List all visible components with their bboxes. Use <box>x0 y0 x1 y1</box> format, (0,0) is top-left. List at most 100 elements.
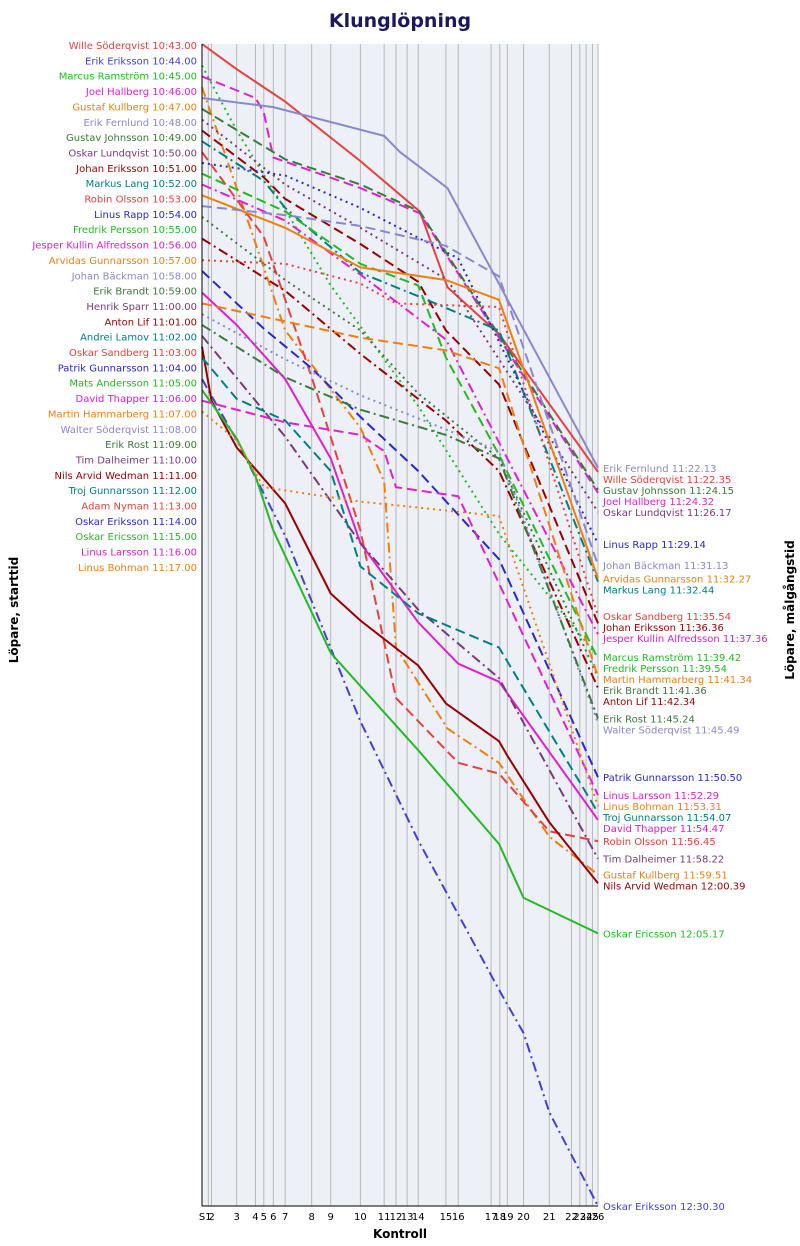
finish-label: Linus Larsson 11:52.29 <box>603 791 719 802</box>
start-label: Oskar Sandberg 11:03.00 <box>69 348 197 359</box>
finish-label: Anton Lif 11:42.34 <box>603 697 696 708</box>
start-label: Fredrik Persson 10:55.00 <box>73 225 197 236</box>
x-tick-label: 3 <box>233 1212 239 1223</box>
finish-label: Arvidas Gunnarsson 11:32.27 <box>603 575 751 586</box>
x-tick-label: 6 <box>270 1212 276 1223</box>
series-line <box>201 313 599 724</box>
series-line <box>201 410 599 807</box>
start-label: Henrik Sparr 11:00.00 <box>86 302 197 313</box>
x-tick-label: 23 <box>573 1212 586 1223</box>
finish-label: Johan Eriksson 11:36.36 <box>602 623 724 634</box>
x-tick-label: 21 <box>543 1212 556 1223</box>
x-tick-label: 16 <box>452 1212 465 1223</box>
series-line <box>201 108 599 491</box>
start-label: Johan Eriksson 10:51.00 <box>75 164 197 175</box>
finish-label: Johan Bäckman 11:31.13 <box>602 561 728 572</box>
x-tick-label: 26 <box>592 1212 605 1223</box>
finish-label: Oskar Eriksson 12:30.30 <box>603 1202 725 1213</box>
start-label: Markus Lang 10:52.00 <box>86 179 197 190</box>
series-line <box>201 324 599 719</box>
finish-label: Erik Fernlund 11:22.13 <box>603 464 717 475</box>
start-label: Wille Söderqvist 10:43.00 <box>69 41 197 52</box>
finish-label: Troj Gunnarsson 11:54.07 <box>602 813 731 824</box>
start-label: Oskar Eriksson 11:14.00 <box>75 517 197 528</box>
start-label: Erik Eriksson 10:44.00 <box>85 56 197 67</box>
x-tick-label: 1 <box>205 1212 211 1223</box>
start-label: Linus Bohman 11:17.00 <box>78 563 197 574</box>
series-line <box>201 86 599 876</box>
series-line <box>201 356 599 814</box>
start-label: Arvidas Gunnarsson 10:57.00 <box>49 256 197 267</box>
start-label: Joel Hallberg 10:46.00 <box>85 87 197 98</box>
start-label: David Thapper 11:06.00 <box>76 394 197 405</box>
series-line <box>201 183 599 635</box>
finish-label: Oskar Ericsson 12:05.17 <box>603 929 725 940</box>
start-label: Anton Lif 11:01.00 <box>104 317 197 328</box>
series-line <box>201 118 599 513</box>
series-line <box>201 129 599 624</box>
series-line <box>201 194 599 579</box>
finish-label: Joel Hallberg 11:24.32 <box>602 497 714 508</box>
x-tick-label: 11 <box>378 1212 391 1223</box>
series-line <box>201 172 599 660</box>
series-line <box>201 335 599 860</box>
finish-label: Erik Rost 11:45.24 <box>603 715 695 726</box>
x-tick-label: 20 <box>517 1212 530 1223</box>
series-line <box>201 259 599 617</box>
start-label: Jesper Kullin Alfredsson 10:56.00 <box>31 241 197 252</box>
start-label: Linus Rapp 10:54.00 <box>94 210 197 221</box>
x-tick-label: 18 <box>493 1212 506 1223</box>
series-lines <box>201 43 599 1207</box>
start-label: Walter Söderqvist 11:08.00 <box>61 425 198 436</box>
x-tick-label: 10 <box>354 1212 367 1223</box>
start-label: Gustav Johnsson 10:49.00 <box>66 133 197 144</box>
start-label: Erik Rost 11:09.00 <box>105 440 197 451</box>
plot-area <box>202 44 598 1206</box>
x-tick-label: 7 <box>282 1212 288 1223</box>
finish-label: Gustaf Kullberg 11:59.51 <box>603 871 728 882</box>
start-label: Erik Fernlund 10:48.00 <box>83 118 197 129</box>
finish-label: Linus Bohman 11:53.31 <box>603 802 722 813</box>
series-line <box>201 237 599 689</box>
y-axis-title-left: Löpare, starttid <box>7 557 21 663</box>
start-label: Martin Hammarberg 11:07.00 <box>48 409 197 420</box>
x-tick-label: S <box>199 1212 205 1223</box>
x-tick-label: 2 <box>208 1212 214 1223</box>
finish-label: Markus Lang 11:32.44 <box>603 586 714 597</box>
finish-label: Robin Olsson 11:56.45 <box>603 837 716 848</box>
series-line <box>201 97 599 469</box>
finish-label: Patrik Gunnarsson 11:50.50 <box>603 773 742 784</box>
x-tick-label: 19 <box>501 1212 514 1223</box>
finish-label: Nils Arvid Wedman 12:00.39 <box>603 882 746 893</box>
finish-label: Oskar Sandberg 11:35.54 <box>603 612 731 623</box>
series-line <box>201 389 599 935</box>
finish-label: Jesper Kullin Alfredsson 11:37.36 <box>602 634 768 645</box>
series-line <box>201 65 599 658</box>
x-tick-label: 14 <box>412 1212 425 1223</box>
x-tick-label: 22 <box>565 1212 578 1223</box>
chart-title: Klunglöpning <box>329 10 471 32</box>
start-label: Patrik Gunnarsson 11:04.00 <box>58 363 197 374</box>
series-line <box>201 205 599 566</box>
start-label: Andrei Lamov 11:02.00 <box>80 333 197 344</box>
finish-label: Linus Rapp 11:29.14 <box>603 540 706 551</box>
start-label: Marcus Ramström 10:45.00 <box>59 72 197 83</box>
x-tick-label: 13 <box>401 1212 414 1223</box>
start-label: Linus Larsson 11:16.00 <box>81 548 197 559</box>
x-tick-label: 17 <box>485 1212 498 1223</box>
start-label: Oskar Ericsson 11:15.00 <box>75 532 197 543</box>
start-label: Oskar Lundqvist 10:50.00 <box>68 148 197 159</box>
start-label: Johan Bäckman 10:58.00 <box>71 271 197 282</box>
start-label: Tim Dalheimer 11:10.00 <box>75 455 197 466</box>
x-tick-label: 8 <box>309 1212 315 1223</box>
finish-label: Tim Dalheimer 11:58.22 <box>602 855 724 866</box>
x-tick-label: 25 <box>586 1212 599 1223</box>
x-tick-label: 15 <box>440 1212 453 1223</box>
x-tick-label: 4 <box>252 1212 258 1223</box>
x-tick-label: 5 <box>261 1212 267 1223</box>
series-line <box>201 346 599 884</box>
finish-label: Erik Brandt 11:41.36 <box>603 686 707 697</box>
